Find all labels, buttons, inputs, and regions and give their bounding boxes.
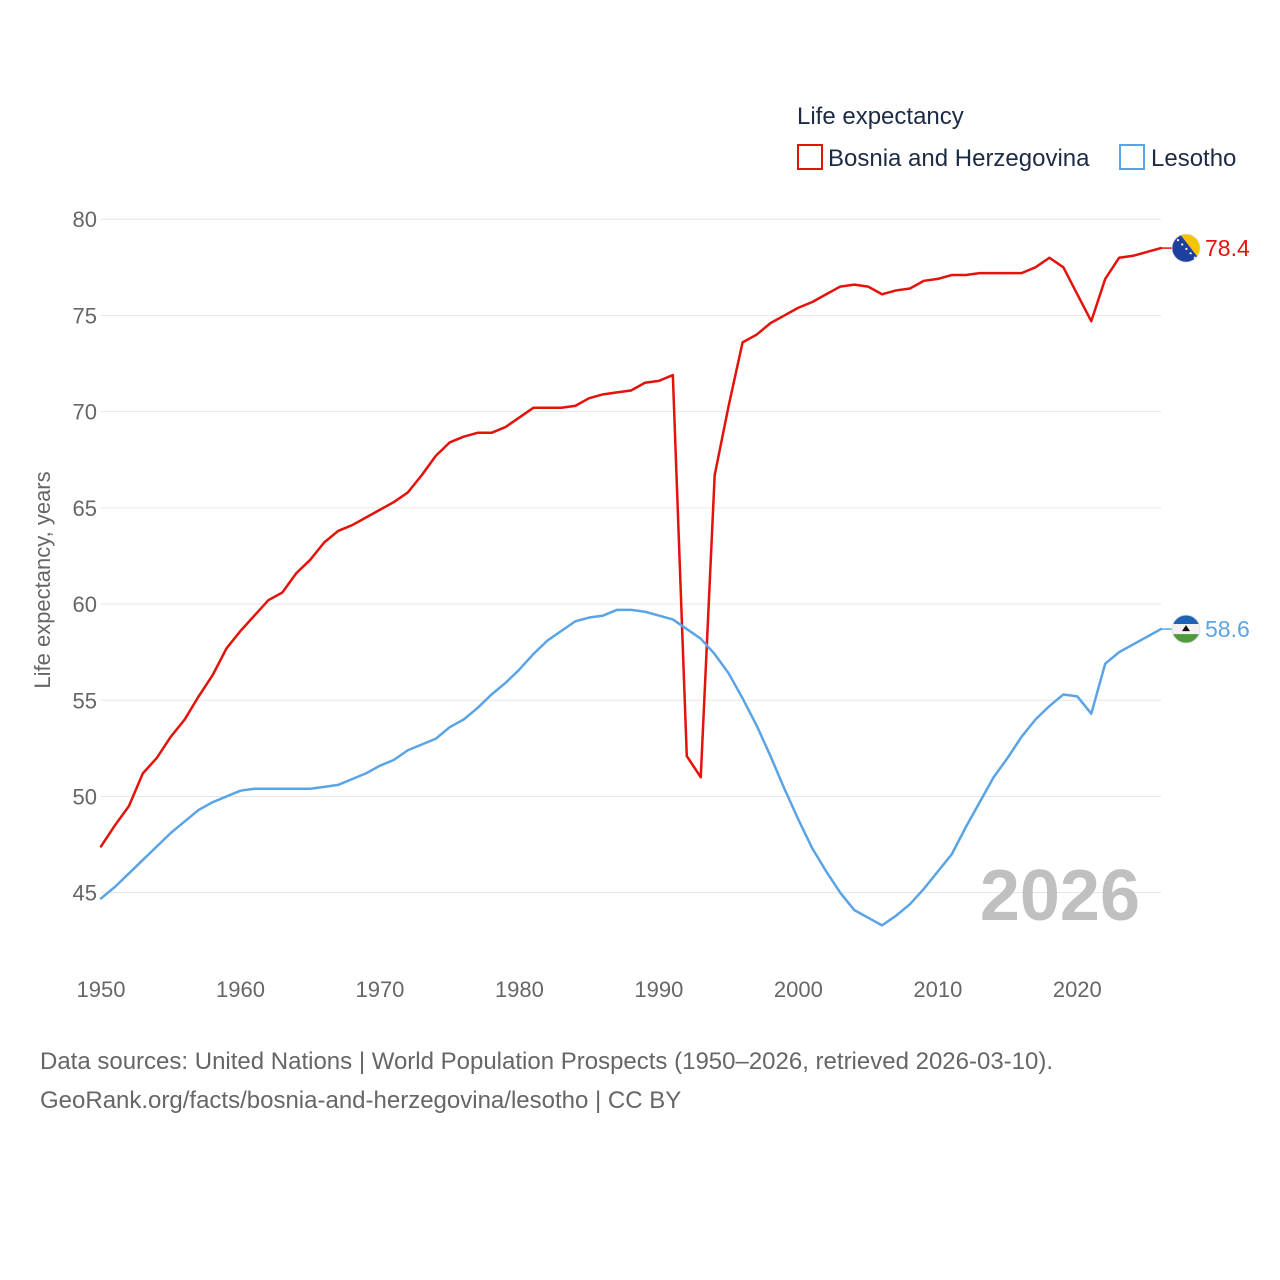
x-tick-label-2000: 2000	[774, 977, 823, 1002]
series-line-bosnia-and-herzegovina[interactable]	[99, 246, 1163, 848]
y-tick-label-70: 70	[73, 400, 97, 425]
x-tick-label-1960: 1960	[216, 977, 265, 1002]
end-value-label-bosnia-and-herzegovina: 78.4	[1205, 235, 1250, 261]
x-tick-label-1980: 1980	[495, 977, 544, 1002]
legend-item-lesotho[interactable]: Lesotho	[1119, 144, 1236, 172]
y-tick-label-80: 80	[73, 207, 97, 232]
y-axis-title: Life expectancy, years	[30, 471, 55, 688]
legend-label-lesotho: Lesotho	[1151, 145, 1236, 172]
y-tick-label-45: 45	[73, 881, 97, 906]
x-tick-label-2010: 2010	[913, 977, 962, 1002]
lesotho-flag-icon	[1171, 614, 1201, 644]
legend-swatch-bosnia	[797, 144, 823, 170]
x-tick-label-2020: 2020	[1053, 977, 1102, 1002]
bosnia-flag-icon	[1171, 233, 1201, 263]
sources-line-1: Data sources: United Nations | World Pop…	[40, 1048, 1054, 1075]
y-axis: 45 50 55 60 65 70 75 80	[73, 207, 97, 905]
y-tick-label-75: 75	[73, 303, 97, 328]
y-tick-label-55: 55	[73, 688, 97, 713]
y-tick-label-65: 65	[73, 496, 97, 521]
grid-lines	[101, 218, 1161, 894]
x-tick-label-1950: 1950	[77, 977, 126, 1002]
series-line-lesotho[interactable]	[99, 608, 1163, 927]
sources-line-2[interactable]: GeoRank.org/facts/bosnia-and-herzegovina…	[40, 1087, 682, 1114]
series-end-labels: 78.4 58.6	[1161, 233, 1250, 644]
legend-item-bosnia[interactable]: Bosnia and Herzegovina	[797, 144, 1090, 172]
y-tick-label-50: 50	[73, 784, 97, 809]
legend-label-bosnia: Bosnia and Herzegovina	[828, 145, 1090, 172]
end-value-label-lesotho: 58.6	[1205, 616, 1250, 642]
legend-title: Life expectancy	[797, 103, 964, 130]
series-lines	[99, 246, 1163, 927]
legend-swatch-lesotho	[1119, 144, 1145, 170]
legend: Life expectancy Bosnia and Herzegovina L…	[797, 103, 1236, 172]
data-sources-note: Data sources: United Nations | World Pop…	[40, 1042, 1260, 1120]
current-year-watermark: 2026	[980, 856, 1140, 936]
life-expectancy-chart: 45 50 55 60 65 70 75 80 1950 1960 1970 1980 1990 200…	[30, 103, 1250, 1002]
y-tick-label-60: 60	[73, 592, 97, 617]
x-tick-label-1990: 1990	[634, 977, 683, 1002]
x-axis: 1950 1960 1970 1980 1990 2000 2010 2020	[77, 977, 1102, 1002]
x-tick-label-1970: 1970	[355, 977, 404, 1002]
